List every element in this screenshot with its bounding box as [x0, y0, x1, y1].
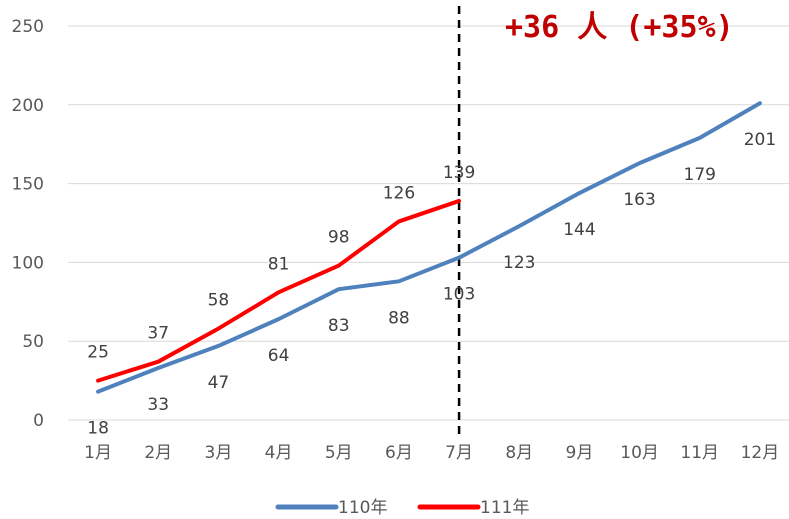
y-tick-label: 0: [33, 411, 44, 431]
x-tick-label: 9月: [566, 443, 594, 463]
data-label: 201: [744, 130, 776, 150]
data-label: 98: [328, 228, 350, 248]
y-tick-label: 250: [12, 17, 44, 37]
data-label: 139: [443, 163, 475, 183]
y-tick-label: 150: [12, 175, 44, 195]
x-tick-label: 4月: [265, 443, 293, 463]
legend: 110年 111年: [275, 498, 529, 518]
data-label: 123: [503, 253, 535, 273]
data-label: 103: [443, 285, 475, 305]
x-tick-label: 2月: [144, 443, 172, 463]
data-label: 83: [328, 316, 350, 336]
data-labels: 25 37 58 81 98 126 139 18 33 47 64 83 88 103 123 144 163…: [87, 130, 776, 438]
x-axis-ticks: 1月 2月 3月 4月 5月 6月 7月 8月 9月 10月 11月 12月: [84, 443, 779, 463]
data-label: 18: [87, 419, 109, 439]
data-label: 144: [563, 220, 595, 240]
y-tick-label: 50: [22, 332, 44, 352]
x-tick-label: 12月: [741, 443, 780, 463]
y-axis-ticks: 0 50 100 150 200 250: [12, 17, 44, 431]
data-label: 126: [383, 183, 415, 203]
data-label: 81: [268, 254, 290, 274]
legend-label: 110年: [338, 498, 387, 518]
x-tick-label: 11月: [680, 443, 719, 463]
x-tick-label: 5月: [325, 443, 353, 463]
data-label: 37: [147, 324, 169, 344]
data-label: 58: [208, 291, 230, 311]
legend-label: 111年: [480, 498, 529, 518]
data-label: 179: [684, 165, 716, 185]
x-tick-label: 10月: [620, 443, 659, 463]
x-tick-label: 3月: [205, 443, 233, 463]
x-tick-label: 8月: [505, 443, 533, 463]
change-annotation: +36 人 (+35%): [505, 10, 734, 45]
series-line-2: [96, 198, 462, 383]
data-label: 163: [623, 190, 655, 210]
data-label: 33: [147, 395, 169, 415]
data-label: 88: [388, 308, 410, 328]
grid-lines: [68, 25, 789, 421]
x-tick-label: 1月: [84, 443, 112, 463]
data-label: 47: [208, 373, 230, 393]
x-tick-label: 6月: [385, 443, 413, 463]
data-label: 25: [87, 343, 109, 363]
series-lines: [96, 101, 762, 394]
y-tick-label: 100: [12, 253, 44, 273]
series-line-1: [96, 101, 762, 394]
data-label: 64: [268, 346, 290, 366]
x-tick-label: 7月: [445, 443, 473, 463]
y-tick-label: 200: [12, 96, 44, 116]
